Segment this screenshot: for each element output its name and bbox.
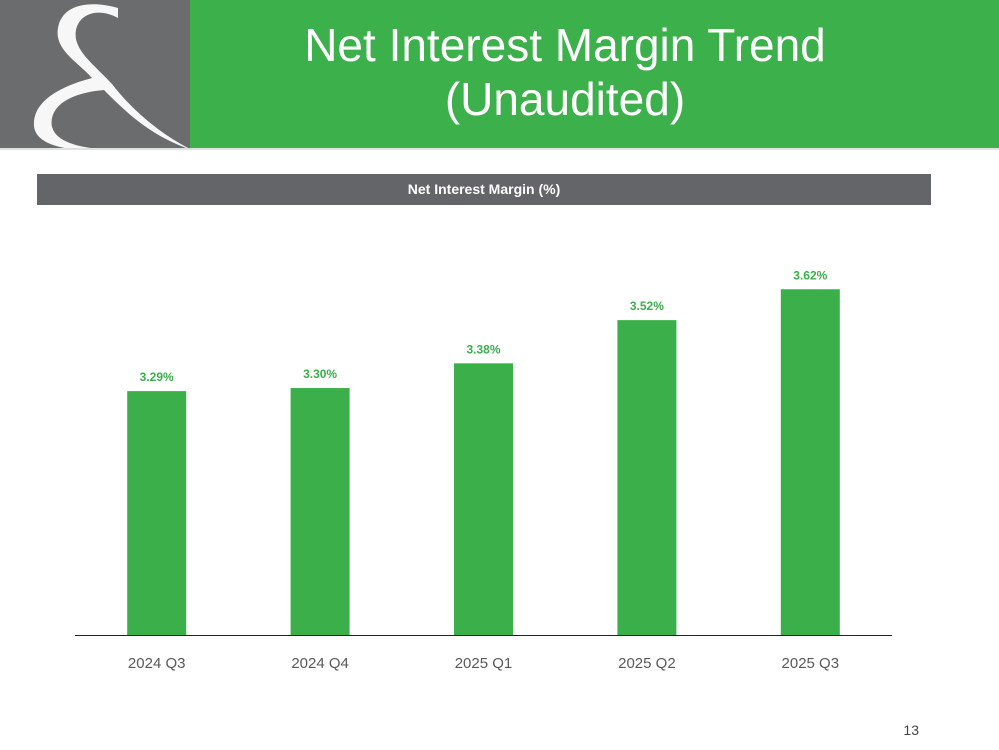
x-tick-label: 2025 Q1 xyxy=(455,655,513,672)
title-line-2: (Unaudited) xyxy=(444,73,686,125)
header-divider xyxy=(0,148,999,150)
x-tick-label: 2025 Q3 xyxy=(782,655,840,672)
bar-2025-q2 xyxy=(617,320,677,635)
data-label: 3.29% xyxy=(140,370,174,384)
x-tick-label: 2024 Q4 xyxy=(291,655,349,672)
bar-2024-q3 xyxy=(127,391,187,635)
data-label: 3.52% xyxy=(630,299,664,313)
header-banner: Net Interest Margin Trend (Unaudited) xyxy=(0,0,999,150)
bar-2025-q3 xyxy=(780,289,840,635)
page-number: 13 xyxy=(903,722,919,738)
ampersand-logo-icon xyxy=(33,4,192,150)
title-line-1: Net Interest Margin Trend xyxy=(304,19,826,71)
bar-2024-q4 xyxy=(290,388,350,635)
chart-section-bar: Net Interest Margin (%) xyxy=(37,174,931,205)
data-label: 3.38% xyxy=(466,342,500,356)
bar-2025-q1 xyxy=(454,363,513,635)
data-label: 3.62% xyxy=(793,268,827,282)
data-label: 3.30% xyxy=(303,367,337,381)
x-tick-label: 2025 Q2 xyxy=(618,655,676,672)
x-tick-label: 2024 Q3 xyxy=(128,655,186,672)
net-interest-margin-chart: 3.29% 2024 Q3 3.30% 2024 Q4 3.38% 2025 Q1 3.52… xyxy=(75,268,892,672)
page-title: Net Interest Margin Trend (Unaudited) xyxy=(200,18,930,126)
